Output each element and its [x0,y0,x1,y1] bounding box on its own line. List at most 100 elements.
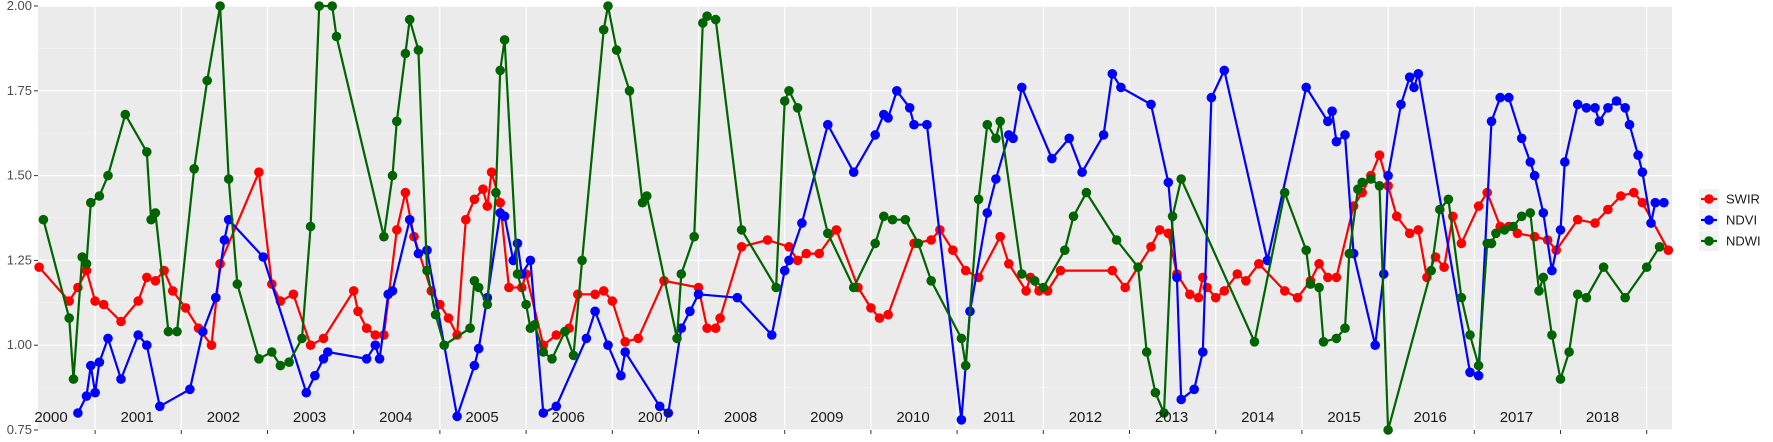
point-swir [1146,242,1156,252]
point-swir [948,245,958,255]
point-ndvi [404,214,415,225]
point-ndvi [1301,82,1311,93]
point-ndvi [848,167,859,177]
point-ndwi [779,96,790,106]
point-swir [361,323,372,334]
point-ndvi [590,306,600,317]
point-ndvi [1465,367,1475,378]
point-swir [715,313,725,323]
point-ndvi [797,218,807,228]
point-ndvi [116,374,126,384]
point-swir [1185,289,1195,300]
point-ndwi [1017,269,1027,279]
point-ndvi [103,333,113,344]
point-ndwi [521,299,531,310]
point-ndwi [1465,330,1475,340]
point-ndwi [771,282,781,293]
point-ndwi [624,86,635,96]
point-ndwi [327,1,338,11]
point-ndvi [1603,103,1613,113]
point-ndvi [81,391,92,401]
point-ndwi [202,75,212,86]
point-ndwi [512,269,523,279]
point-ndwi [611,45,622,55]
point-ndvi [1486,116,1497,127]
point-ndwi [495,65,506,76]
point-swir [34,262,44,273]
legend-label: SWIR [1726,192,1760,207]
point-ndwi [1555,374,1566,384]
point-swir [598,286,609,296]
point-ndwi [284,357,294,368]
point-swir [1572,214,1583,225]
point-ndwi [120,109,131,120]
point-ndvi [1555,225,1566,235]
point-ndwi [642,191,652,201]
point-ndwi [1508,221,1518,232]
point-ndwi [1654,242,1665,252]
point-ndwi [991,133,1001,144]
point-ndvi [909,119,919,130]
point-ndwi [1366,174,1376,184]
point-ndwi [103,170,113,181]
year-label: 2018 [1586,409,1619,426]
point-ndvi [525,255,536,266]
point-ndwi [1305,279,1316,289]
point-ndvi [155,401,165,412]
point-ndwi [1374,181,1385,191]
point-swir [620,337,630,347]
legend-marker [1704,215,1714,225]
series-line-swir [38,154,1670,347]
point-ndwi [314,1,325,11]
point-swir [469,194,480,205]
legend-label: NDVI [1726,213,1757,228]
point-swir [792,255,803,266]
x-axis [94,430,1648,434]
point-swir [206,340,217,351]
point-ndwi [1516,211,1527,222]
point-ndwi [1318,337,1329,347]
point-swir [801,248,812,259]
point-ndwi [1111,235,1122,245]
point-ndvi [1581,103,1592,113]
point-ndvi [732,292,743,303]
point-ndvi [784,255,794,266]
point-swir [883,309,893,320]
point-swir [1021,286,1031,296]
point-swir [1374,150,1385,160]
point-ndvi [1547,265,1557,276]
point-ndvi [1473,370,1484,381]
legend-marker [1704,194,1714,204]
point-swir [288,289,299,300]
point-swir [81,265,92,276]
point-ndvi [1331,136,1342,147]
point-ndvi [883,113,893,123]
point-ndwi [1331,333,1342,344]
point-ndwi [1598,262,1609,273]
point-ndwi [982,119,993,130]
point-ndwi [823,228,833,239]
point-ndwi [275,360,286,371]
year-label: 2000 [34,409,67,426]
point-ndwi [267,347,277,357]
point-swir [1107,265,1118,276]
point-swir [1529,231,1540,242]
point-ndvi [654,401,665,412]
point-ndwi [1357,177,1367,188]
point-ndvi [90,387,100,398]
point-swir [1637,197,1648,208]
point-ndwi [689,231,699,242]
point-ndvi [1219,65,1230,76]
point-ndvi [86,360,96,371]
point-ndwi [1340,323,1350,334]
point-ndwi [172,326,182,337]
point-swir [392,225,402,235]
point-ndwi [1060,245,1070,255]
point-swir [1202,282,1212,293]
point-ndwi [560,326,570,337]
point-ndvi [1650,197,1661,208]
point-ndwi [189,164,199,174]
legend-item-swir: SWIR [1699,189,1760,209]
point-ndvi [323,347,333,357]
point-ndwi [672,333,682,344]
